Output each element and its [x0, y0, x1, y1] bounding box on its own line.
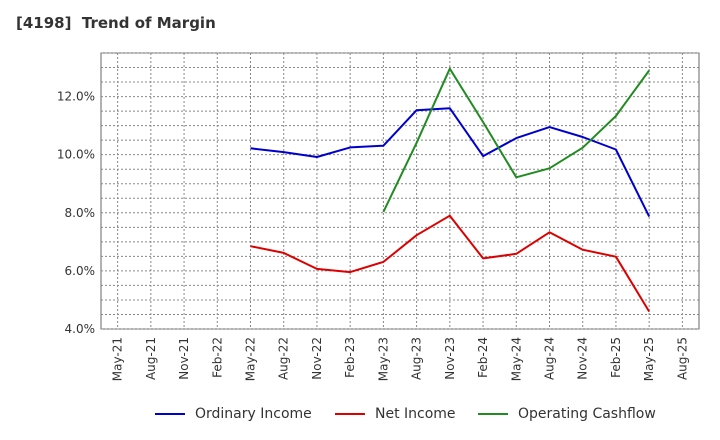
- series-lines: [250, 67, 651, 313]
- y-tick-label: 12.0%: [57, 90, 95, 104]
- x-tick-label: Aug-22: [277, 337, 291, 380]
- x-tick-label: Aug-21: [144, 337, 158, 380]
- x-tick-label: Feb-24: [476, 337, 490, 378]
- x-tick-label: May-21: [111, 337, 125, 381]
- legend-label: Ordinary Income: [195, 406, 312, 422]
- x-tick-label: Aug-24: [543, 337, 557, 380]
- plot-area: [100, 52, 700, 330]
- grid: [101, 52, 699, 330]
- legend-label: Operating Cashflow: [518, 406, 656, 422]
- x-tick-label: Nov-24: [576, 337, 590, 380]
- x-tick-label: May-22: [244, 337, 258, 381]
- x-tick-label: Nov-23: [443, 337, 457, 380]
- y-tick-label: 10.0%: [57, 148, 95, 162]
- y-tick-label: 4.0%: [65, 322, 96, 336]
- x-tick-label: May-23: [376, 337, 390, 381]
- chart-title: [4198] Trend of Margin: [16, 14, 216, 32]
- x-tick-label: Feb-23: [343, 337, 357, 378]
- x-tick-label: May-25: [642, 337, 656, 381]
- x-tick-label: Nov-21: [177, 337, 191, 380]
- legend: Ordinary Income Net Income Operating Cashf…: [155, 406, 656, 422]
- x-tick-label: Feb-25: [609, 337, 623, 378]
- x-tick-label: Aug-23: [410, 337, 424, 380]
- legend-label: Net Income: [375, 406, 456, 422]
- x-tick-label: May-24: [509, 337, 523, 381]
- x-tick-label: Nov-22: [310, 337, 324, 380]
- series-line-ordinary-income: [250, 107, 651, 218]
- y-tick-label: 6.0%: [65, 264, 96, 278]
- series-line-operating-cashflow: [382, 67, 651, 213]
- y-tick-label: 8.0%: [65, 206, 96, 220]
- x-tick-label: Feb-22: [210, 337, 224, 378]
- y-tick-labels: 4.0% 6.0% 8.0% 10.0% 12.0%: [57, 90, 95, 336]
- series-line-net-income: [250, 214, 651, 313]
- x-tick-labels: May-21 Aug-21 Nov-21 Feb-22 May-22 Aug-22 Nov-…: [111, 337, 690, 381]
- x-tick-label: Aug-25: [675, 337, 689, 380]
